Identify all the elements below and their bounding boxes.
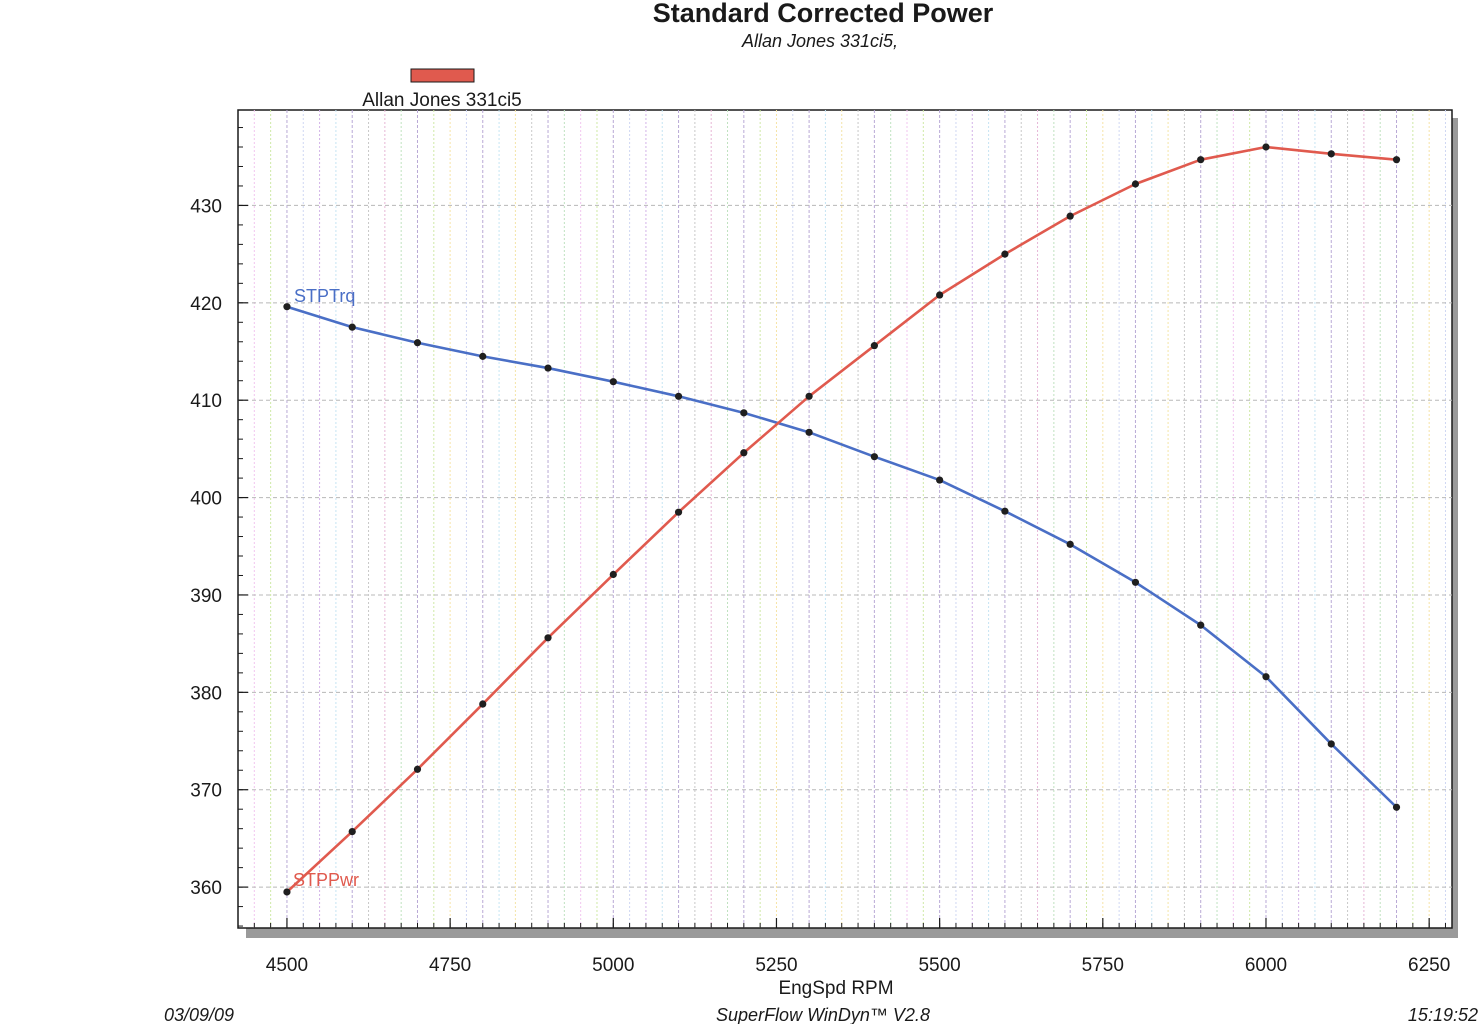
data-point-stptrq — [1262, 673, 1270, 681]
series-label-stppwr: STPPwr — [293, 870, 359, 890]
data-point-stptrq — [479, 352, 487, 360]
x-tick-label: 4500 — [266, 955, 308, 976]
data-point-stptrq — [870, 453, 878, 461]
data-point-stppwr — [609, 570, 617, 579]
data-point-stppwr — [936, 291, 944, 299]
data-point-stptrq — [936, 476, 944, 484]
data-point-stptrq — [609, 378, 617, 386]
data-point-stptrq — [1001, 507, 1009, 515]
legend-swatch — [410, 68, 475, 83]
data-point-stptrq — [283, 303, 291, 311]
y-tick-label: 410 — [190, 391, 222, 412]
data-point-stptrq — [805, 428, 813, 436]
x-tick-label: 5750 — [1082, 955, 1124, 976]
data-point-stptrq — [740, 409, 748, 417]
y-tick-label: 370 — [190, 781, 222, 802]
data-point-stptrq — [1131, 578, 1140, 586]
data-point-stppwr — [870, 342, 878, 350]
data-point-stptrq — [674, 392, 683, 400]
data-point-stppwr — [1327, 150, 1335, 158]
data-point-stptrq — [1197, 621, 1205, 629]
data-point-stptrq — [413, 339, 422, 347]
data-point-stppwr — [1262, 143, 1270, 151]
y-tick-label: 360 — [190, 878, 222, 899]
x-tick-label: 4750 — [429, 955, 471, 976]
footer-time: 15:19:52 — [1408, 1005, 1478, 1024]
data-point-stppwr — [1001, 250, 1009, 258]
data-point-stppwr — [479, 700, 487, 708]
y-tick-label: 430 — [190, 196, 222, 217]
data-point-stppwr — [1197, 156, 1205, 164]
y-tick-label: 420 — [190, 294, 222, 315]
y-tick-label: 380 — [190, 683, 222, 704]
series-line-stppwr — [286, 145, 1397, 893]
data-point-stppwr — [1066, 212, 1074, 220]
x-axis-label: EngSpd RPM — [778, 978, 893, 999]
data-point-stptrq — [544, 364, 552, 372]
x-tick-label: 5500 — [918, 955, 960, 976]
grid-lines — [238, 110, 1452, 928]
series-label-stptrq: STPTrq — [294, 286, 355, 306]
chart-title: Standard Corrected Power — [653, 0, 994, 28]
data-point-stppwr — [544, 634, 552, 642]
series-line-stptrq — [286, 305, 1398, 809]
data-point-stppwr — [413, 765, 422, 773]
x-tick-label: 6250 — [1408, 955, 1450, 976]
footer-date: 03/09/09 — [164, 1005, 234, 1024]
data-point-stppwr — [674, 508, 683, 516]
series-markers — [283, 143, 1401, 896]
axis-ticks: 360 370 380 390 400 410 420 430 4500 4750 5000 5250… — [190, 127, 1450, 976]
data-point-stptrq — [1066, 540, 1074, 548]
plot-area — [237, 109, 1453, 929]
chart-subtitle: Allan Jones 331ci5, — [741, 31, 898, 51]
footer-software: SuperFlow WinDyn™ V2.8 — [716, 1005, 930, 1024]
x-tick-label: 5250 — [755, 955, 797, 976]
legend-label: Allan Jones 331ci5 — [362, 90, 522, 111]
data-point-stppwr — [283, 888, 291, 896]
data-point-stptrq — [348, 323, 356, 331]
x-tick-label: 5000 — [592, 955, 634, 976]
x-tick-label: 6000 — [1245, 955, 1287, 976]
data-point-stppwr — [348, 827, 356, 836]
data-point-stppwr — [740, 449, 748, 457]
data-point-stptrq — [1327, 740, 1335, 748]
data-point-stppwr — [1131, 180, 1140, 188]
y-tick-label: 390 — [190, 586, 222, 607]
data-point-stptrq — [1392, 803, 1401, 811]
data-point-stppwr — [805, 392, 813, 400]
series-lines — [286, 145, 1398, 893]
y-tick-label: 400 — [190, 489, 222, 510]
data-point-stppwr — [1392, 156, 1401, 164]
